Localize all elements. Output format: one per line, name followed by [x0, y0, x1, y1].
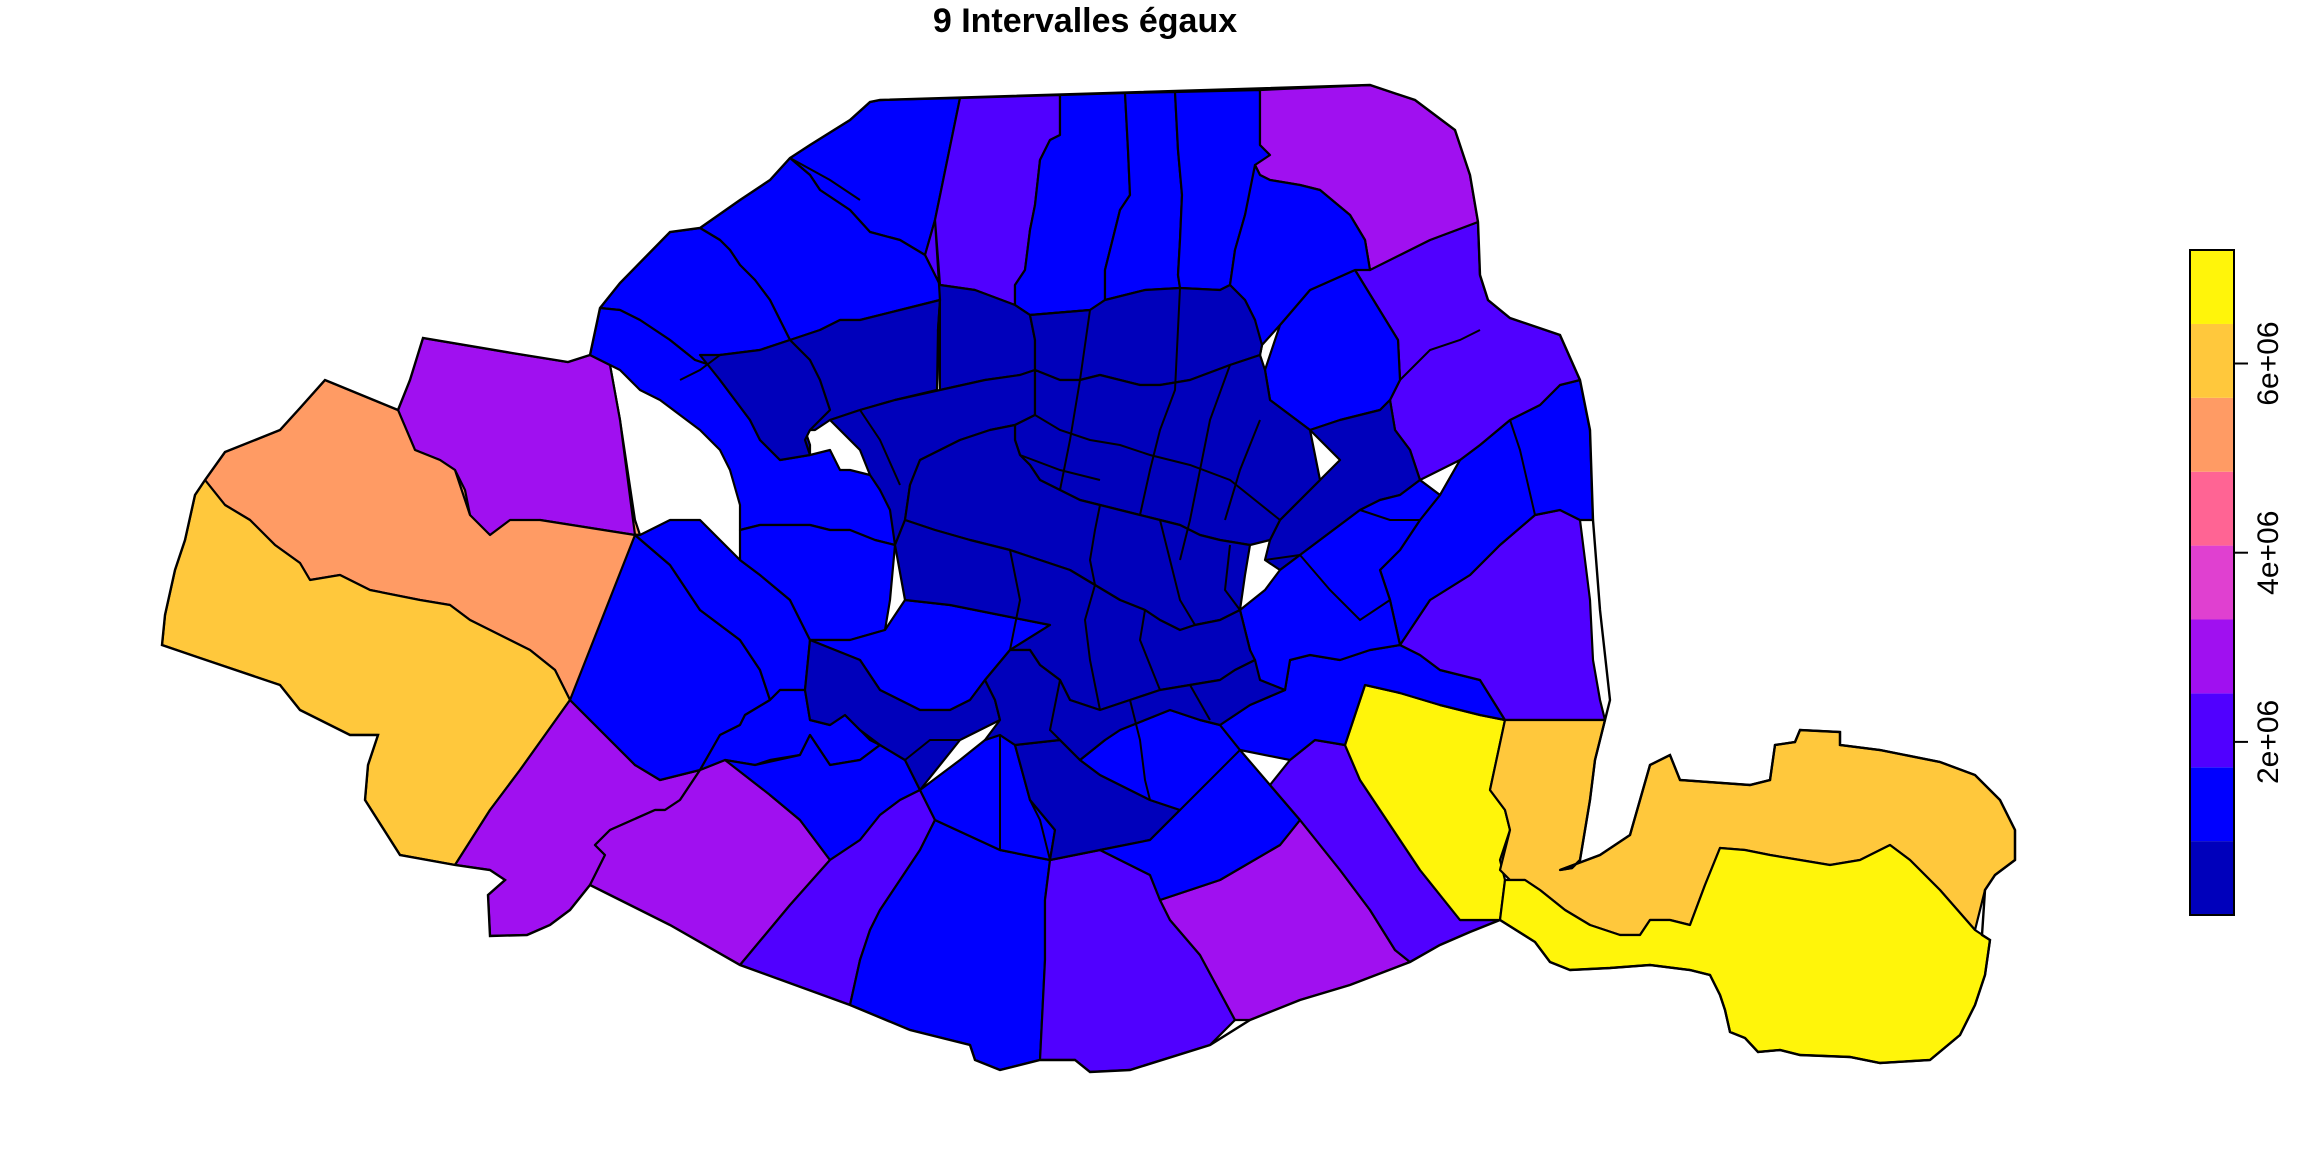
legend-swatch-5 [2190, 545, 2234, 620]
boundary-line [1299, 554, 1391, 622]
boundary-line [1029, 799, 1051, 861]
boundary-line [859, 409, 901, 486]
district-38 [698, 338, 832, 462]
legend-swatch-8 [2190, 323, 2234, 398]
boundary-line [1224, 419, 1261, 521]
legend-tick-label: 2e+06 [2252, 700, 2285, 784]
legend-tick-label: 6e+06 [2252, 321, 2285, 405]
legend-swatch-6 [2190, 471, 2234, 546]
boundary-line [904, 739, 960, 761]
boundary-line [1189, 684, 1211, 721]
district-48 [983, 648, 1287, 762]
boundary-line [1223, 544, 1241, 611]
boundary-line [1048, 679, 1061, 741]
boundary-line [679, 354, 721, 381]
boundary-line [1264, 554, 1301, 561]
legend-swatch-4 [2190, 619, 2234, 694]
boundary-line [1088, 504, 1101, 586]
legend-swatch-3 [2190, 693, 2234, 768]
boundary-line [1159, 519, 1196, 626]
boundary-line [1019, 454, 1101, 481]
boundary-line [1419, 459, 1461, 497]
boundary-line [1179, 749, 1241, 811]
boundary-line [1138, 609, 1161, 691]
boundary-line [1399, 329, 1481, 381]
legend-frame [2189, 249, 2235, 916]
boundary-line [1359, 509, 1420, 521]
district-41 [803, 638, 1002, 792]
legend-swatch-7 [2190, 397, 2234, 472]
paris-outline [160, 83, 2017, 1074]
legend-tick-label: 4e+06 [2252, 511, 2285, 595]
boundary-line [1009, 549, 1022, 651]
district-39 [738, 523, 897, 642]
boundary-line [1014, 304, 1091, 317]
legend-swatch-2 [2190, 767, 2234, 842]
boundary-line [789, 157, 861, 201]
color-legend: 2e+06 4e+06 6e+06 [2189, 249, 2285, 916]
legend-swatch-9 [2190, 250, 2234, 324]
boundary-line [1083, 584, 1101, 711]
boundary-line [1034, 414, 1281, 521]
legend-swatch-1 [2190, 841, 2234, 915]
boundary-line [1129, 699, 1151, 801]
boundary-line [1509, 419, 1536, 516]
boundary-line [1059, 309, 1091, 491]
boundary-line [1139, 287, 1181, 516]
map-title: 9 Intervalles égaux [932, 2, 1238, 40]
boundary-line [1179, 364, 1231, 561]
